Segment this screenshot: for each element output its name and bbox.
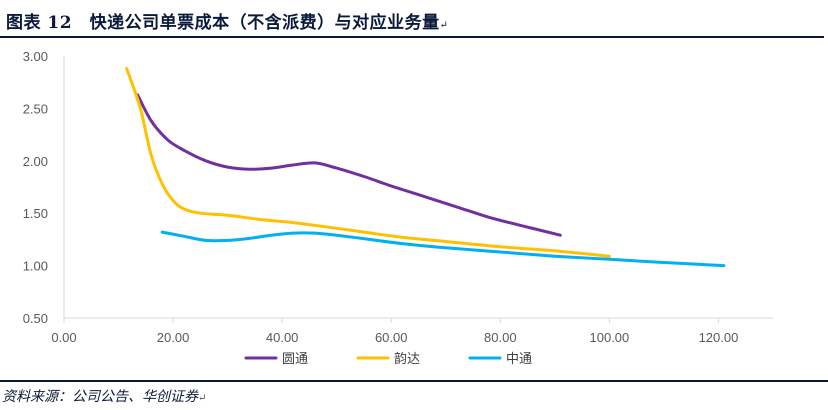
line-chart: 0.50 1.00 1.50 2.00 2.50 3.00 0.00 20.00 40.00 60… <box>23 49 773 367</box>
series-line-3 <box>160 230 726 268</box>
y-tick-label: 3.00 <box>23 49 48 64</box>
x-tick-label: 80.00 <box>484 330 517 345</box>
legend-label: 圆通 <box>282 352 308 367</box>
x-tick-label: 60.00 <box>375 330 408 345</box>
x-tick-label: 100.00 <box>590 330 630 345</box>
paragraph-mark-icon: ↵ <box>439 20 449 31</box>
x-tick-label: 20.00 <box>157 330 190 345</box>
chart-axes: 0.50 1.00 1.50 2.00 2.50 3.00 0.00 20.00 40.00 60… <box>23 49 773 345</box>
source-text: 资料来源：公司公告、华创证券 <box>2 389 198 405</box>
legend-label: 中通 <box>506 352 532 367</box>
figure-title-text: 图表 12 快递公司单票成本（不含派费）与对应业务量 <box>6 13 440 33</box>
series-line-1 <box>136 93 562 237</box>
chart-series <box>125 67 726 268</box>
source-note: 资料来源：公司公告、华创证券↵ <box>2 386 206 406</box>
y-tick-label: 0.50 <box>23 311 48 326</box>
title-divider <box>0 36 824 38</box>
series-line-2 <box>125 67 611 258</box>
x-tick-label: 0.00 <box>51 330 76 345</box>
y-tick-label: 1.00 <box>23 259 48 274</box>
chart-legend: 圆通 韵达 中通 <box>244 352 532 367</box>
legend-label: 韵达 <box>394 352 420 367</box>
footer-divider <box>0 380 828 382</box>
paragraph-mark-icon: ↵ <box>198 393 207 404</box>
y-tick-label: 2.00 <box>23 154 48 169</box>
x-tick-label: 120.00 <box>699 330 739 345</box>
y-tick-label: 1.50 <box>23 206 48 221</box>
x-tick-label: 40.00 <box>266 330 299 345</box>
figure-title: 图表 12 快递公司单票成本（不含派费）与对应业务量↵ <box>6 8 448 33</box>
figure-header: 图表 12 快递公司单票成本（不含派费）与对应业务量↵ <box>4 2 824 34</box>
y-tick-label: 2.50 <box>23 101 48 116</box>
